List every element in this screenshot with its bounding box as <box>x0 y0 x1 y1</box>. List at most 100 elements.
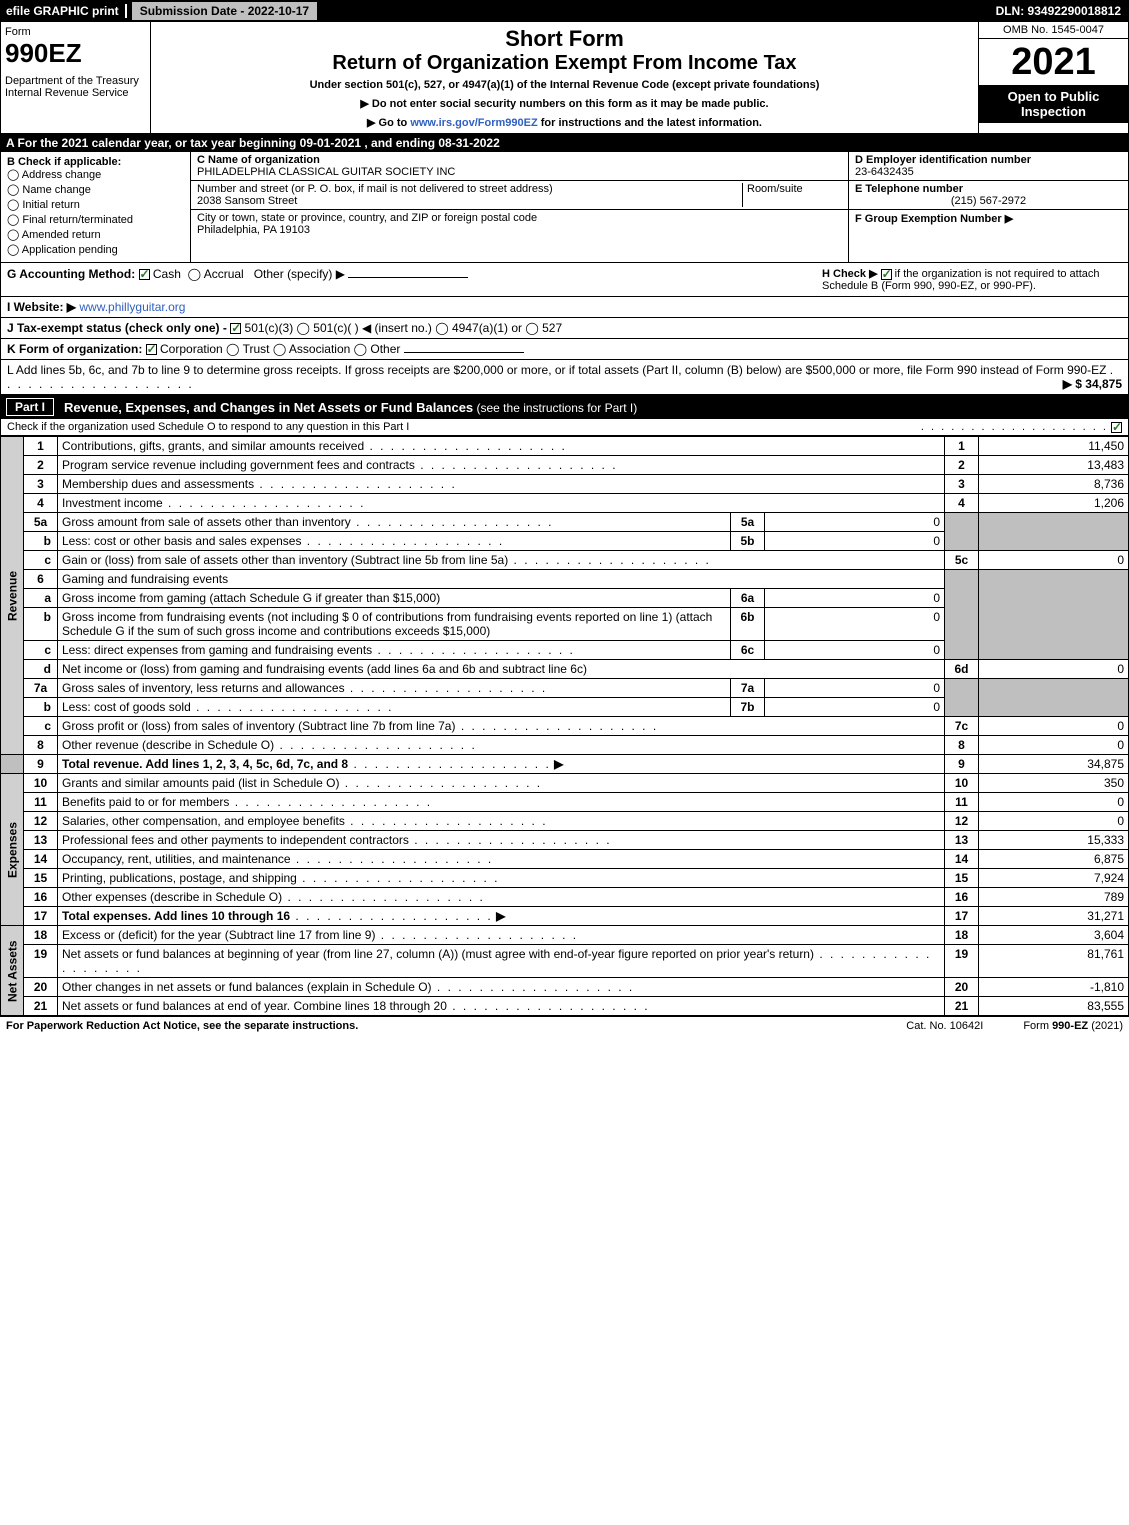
desc-14: Occupancy, rent, utilities, and maintena… <box>62 852 291 866</box>
desc-7a: Gross sales of inventory, less returns a… <box>62 681 345 695</box>
desc-10: Grants and similar amounts paid (list in… <box>62 776 339 790</box>
part1-check-dots <box>921 421 1108 433</box>
desc-6b: Gross income from fundraising events (no… <box>62 610 712 638</box>
desc-16: Other expenses (describe in Schedule O) <box>62 890 282 904</box>
side-expenses: Expenses <box>1 774 24 926</box>
ein: 23-6432435 <box>855 166 914 178</box>
dln-label: DLN: 93492290018812 <box>996 4 1129 18</box>
chk-h[interactable] <box>881 269 892 280</box>
l-amount: ▶ $ 34,875 <box>1063 377 1122 391</box>
row-7c: c Gross profit or (loss) from sales of i… <box>1 717 1129 736</box>
chk-corporation[interactable] <box>146 344 157 355</box>
header-right: OMB No. 1545-0047 2021 Open to Public In… <box>978 22 1128 133</box>
desc-5c: Gain or (loss) from sale of assets other… <box>62 553 508 567</box>
column-d: D Employer identification number 23-6432… <box>848 152 1128 262</box>
row-10: Expenses 10 Grants and similar amounts p… <box>1 774 1129 793</box>
street-row: Number and street (or P. O. box, if mail… <box>191 181 848 210</box>
open-inspection: Open to Public Inspection <box>979 85 1128 123</box>
b-label: B Check if applicable: <box>7 156 184 168</box>
instruction-1: ▶ Do not enter social security numbers o… <box>159 97 970 110</box>
i-label: I Website: ▶ <box>7 300 76 314</box>
city-row: City or town, state or province, country… <box>191 210 848 238</box>
cash-label: Cash <box>153 267 181 281</box>
ein-row: D Employer identification number 23-6432… <box>849 152 1128 181</box>
row-2: 2 Program service revenue including gove… <box>1 456 1129 475</box>
row-9: 9 Total revenue. Add lines 1, 2, 3, 4, 5… <box>1 755 1129 774</box>
instruction-2: ▶ Go to www.irs.gov/Form990EZ for instru… <box>159 116 970 129</box>
k-other-blank[interactable] <box>404 352 524 353</box>
row-16: 16 Other expenses (describe in Schedule … <box>1 888 1129 907</box>
department-label: Department of the Treasury Internal Reve… <box>5 75 146 99</box>
desc-11: Benefits paid to or for members <box>62 795 229 809</box>
row-7a: 7a Gross sales of inventory, less return… <box>1 679 1129 698</box>
group-label: F Group Exemption Number ▶ <box>855 213 1013 225</box>
desc-2: Program service revenue including govern… <box>62 458 415 472</box>
top-bar: efile GRAPHIC print Submission Date - 20… <box>0 0 1129 22</box>
column-b: B Check if applicable: ◯ Address change … <box>1 152 191 262</box>
row-11: 11 Benefits paid to or for members 11 0 <box>1 793 1129 812</box>
irs-link[interactable]: www.irs.gov/Form990EZ <box>410 117 537 129</box>
h-section: H Check ▶ if the organization is not req… <box>822 267 1122 292</box>
chk-initial-return[interactable]: ◯ Initial return <box>7 198 184 211</box>
telephone: (215) 567-2972 <box>855 195 1122 207</box>
chk-501c3[interactable] <box>230 323 241 334</box>
desc-7b: Less: cost of goods sold <box>62 700 191 714</box>
tax-year: 2021 <box>979 39 1128 85</box>
form-word: Form <box>5 26 146 38</box>
desc-12: Salaries, other compensation, and employ… <box>62 814 345 828</box>
row-i: I Website: ▶ www.phillyguitar.org <box>0 297 1129 318</box>
desc-3: Membership dues and assessments <box>62 477 254 491</box>
j-opts: 501(c)(3) ◯ 501(c)( ) ◀ (insert no.) ◯ 4… <box>245 321 563 335</box>
city-label: City or town, state or province, country… <box>197 212 537 224</box>
part1-check-row: Check if the organization used Schedule … <box>0 419 1129 436</box>
row-15: 15 Printing, publications, postage, and … <box>1 869 1129 888</box>
side-revenue: Revenue <box>1 437 24 755</box>
efile-label[interactable]: efile GRAPHIC print <box>0 4 127 18</box>
desc-18: Excess or (deficit) for the year (Subtra… <box>62 928 375 942</box>
header-middle: Short Form Return of Organization Exempt… <box>151 22 978 133</box>
row-14: 14 Occupancy, rent, utilities, and maint… <box>1 850 1129 869</box>
side-netassets: Net Assets <box>1 926 24 1016</box>
row-6: 6 Gaming and fundraising events <box>1 570 1129 589</box>
chk-cash[interactable] <box>139 269 150 280</box>
row-l: L Add lines 5b, 6c, and 7b to line 9 to … <box>0 360 1129 395</box>
footer: For Paperwork Reduction Act Notice, see … <box>0 1016 1129 1035</box>
org-name: PHILADELPHIA CLASSICAL GUITAR SOCIETY IN… <box>197 166 455 178</box>
desc-6d: Net income or (loss) from gaming and fun… <box>62 662 587 676</box>
desc-15: Printing, publications, postage, and shi… <box>62 871 297 885</box>
under-section: Under section 501(c), 527, or 4947(a)(1)… <box>159 79 970 91</box>
desc-5b: Less: cost or other basis and sales expe… <box>62 534 301 548</box>
row-k: K Form of organization: Corporation ◯ Tr… <box>0 339 1129 360</box>
row-19: 19 Net assets or fund balances at beginn… <box>1 945 1129 978</box>
desc-8: Other revenue (describe in Schedule O) <box>62 738 274 752</box>
chk-address-change[interactable]: ◯ Address change <box>7 168 184 181</box>
group-row: F Group Exemption Number ▶ <box>849 210 1128 262</box>
row-5a: 5a Gross amount from sale of assets othe… <box>1 513 1129 532</box>
desc-6c: Less: direct expenses from gaming and fu… <box>62 643 372 657</box>
arrow-icon: ▶ <box>554 757 563 771</box>
desc-6a: Gross income from gaming (attach Schedul… <box>62 591 440 605</box>
chk-schedule-o[interactable] <box>1111 422 1122 433</box>
chk-name-change[interactable]: ◯ Name change <box>7 183 184 196</box>
chk-amended-return[interactable]: ◯ Amended return <box>7 228 184 241</box>
row-17: 17 Total expenses. Add lines 10 through … <box>1 907 1129 926</box>
footer-right: Form 990-EZ (2021) <box>1023 1020 1123 1032</box>
desc-19: Net assets or fund balances at beginning… <box>62 947 814 961</box>
desc-1: Contributions, gifts, grants, and simila… <box>62 439 364 453</box>
chk-final-return[interactable]: ◯ Final return/terminated <box>7 213 184 226</box>
website-link[interactable]: www.phillyguitar.org <box>79 300 185 314</box>
column-c: C Name of organization PHILADELPHIA CLAS… <box>191 152 848 262</box>
part-1-bar: Part I Revenue, Expenses, and Changes in… <box>0 395 1129 419</box>
k-label: K Form of organization: <box>7 342 142 356</box>
g-label: G Accounting Method: <box>7 267 135 281</box>
desc-7c: Gross profit or (loss) from sales of inv… <box>62 719 455 733</box>
accrual-label: Accrual <box>204 267 244 281</box>
g-accounting: G Accounting Method: Cash ◯ Accrual Othe… <box>7 267 822 292</box>
other-blank[interactable] <box>348 277 468 278</box>
row-j: J Tax-exempt status (check only one) - 5… <box>0 318 1129 339</box>
header-left: Form 990EZ Department of the Treasury In… <box>1 22 151 133</box>
chk-application-pending[interactable]: ◯ Application pending <box>7 243 184 256</box>
submission-date-button[interactable]: Submission Date - 2022-10-17 <box>131 1 318 21</box>
desc-5a: Gross amount from sale of assets other t… <box>62 515 351 529</box>
street-label: Number and street (or P. O. box, if mail… <box>197 183 553 195</box>
